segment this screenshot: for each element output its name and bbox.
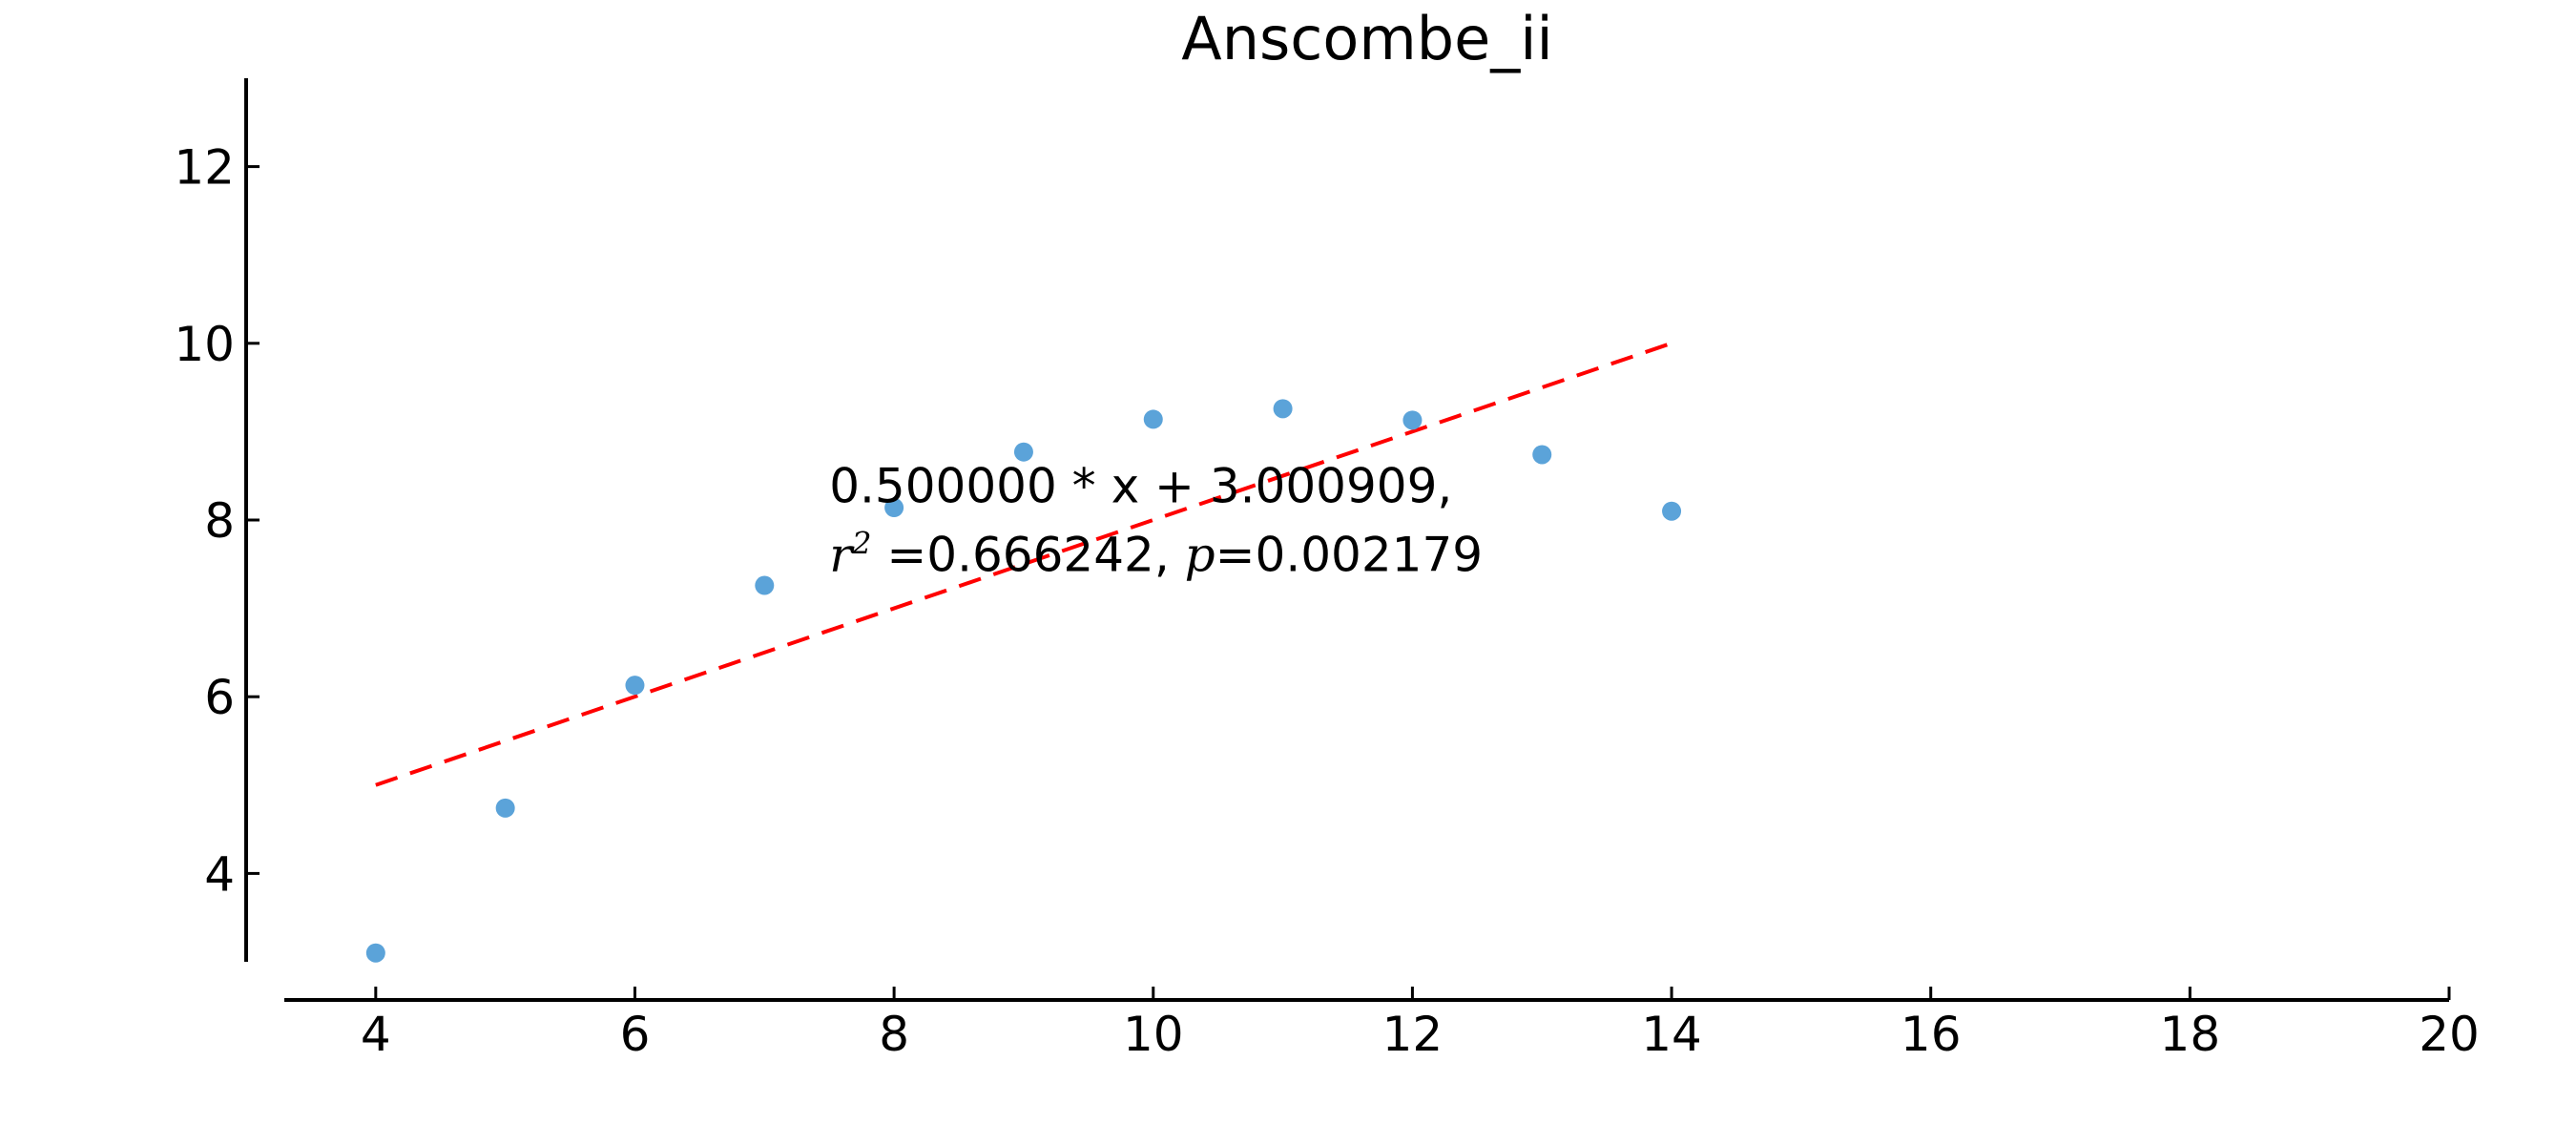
y-tick-label: 10 <box>174 317 235 372</box>
x-tick-label: 8 <box>879 1007 909 1062</box>
data-point <box>1013 442 1033 462</box>
data-point <box>365 943 385 963</box>
data-points <box>365 399 1682 963</box>
fit-line-layer <box>375 341 1672 787</box>
data-point <box>884 498 904 518</box>
data-point <box>755 575 775 595</box>
y-tick-label: 6 <box>204 670 235 725</box>
annotation-r-exponent: 2 <box>851 525 871 561</box>
data-point <box>1662 501 1682 521</box>
x-tick-label: 14 <box>1641 1007 1702 1062</box>
data-point <box>1143 409 1163 429</box>
regression-annotation: 0.500000 * x + 3.000909, r2 =0.666242, p… <box>829 458 1483 582</box>
y-tick-label: 8 <box>204 493 235 549</box>
x-tick-label: 4 <box>361 1007 391 1062</box>
x-tick-label: 6 <box>620 1007 651 1062</box>
data-point <box>495 798 515 818</box>
annotation-r-value: =0.666242, <box>871 527 1184 582</box>
data-point <box>1532 445 1552 465</box>
x-tick-label: 12 <box>1382 1007 1444 1062</box>
y-tick-label: 12 <box>174 140 235 196</box>
regression-fit-line <box>375 341 1672 787</box>
axes: 4 6 8 10 12 14 16 18 20 4 6 8 10 12 <box>174 78 2480 1062</box>
annotation-p-value: =0.002179 <box>1215 527 1483 582</box>
data-point <box>625 676 645 696</box>
x-tick-label: 16 <box>1901 1007 1962 1062</box>
x-tick-label: 18 <box>2160 1007 2221 1062</box>
data-point <box>1273 399 1293 419</box>
annotation-stats: r2 =0.666242, p=0.002179 <box>829 525 1483 582</box>
x-tick-label: 10 <box>1123 1007 1184 1062</box>
annotation-equation: 0.500000 * x + 3.000909, <box>829 458 1452 513</box>
data-point <box>1402 410 1423 430</box>
x-tick-label: 20 <box>2419 1007 2480 1062</box>
annotation-r-symbol: r <box>829 527 855 582</box>
annotation-p-symbol: p <box>1185 527 1215 582</box>
chart-title: Anscombe_ii <box>1181 4 1552 73</box>
y-tick-label: 4 <box>204 846 235 902</box>
